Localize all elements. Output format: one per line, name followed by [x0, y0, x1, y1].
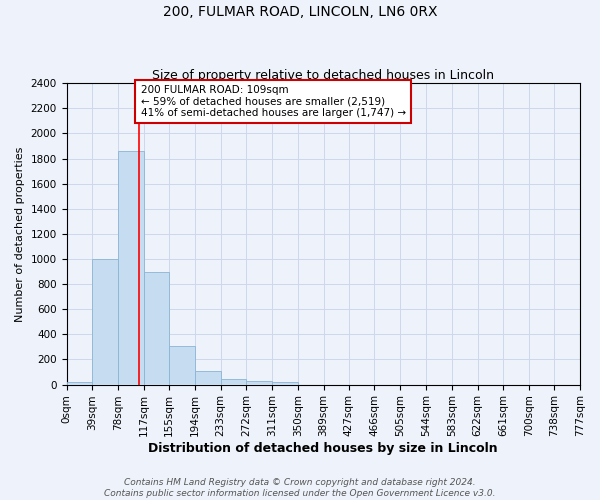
Bar: [67, 382, 92, 384]
Title: Size of property relative to detached houses in Lincoln: Size of property relative to detached ho…: [152, 69, 494, 82]
Bar: [144, 272, 169, 384]
Text: 200 FULMAR ROAD: 109sqm
← 59% of detached houses are smaller (2,519)
41% of semi: 200 FULMAR ROAD: 109sqm ← 59% of detache…: [140, 85, 406, 118]
Text: Contains HM Land Registry data © Crown copyright and database right 2024.
Contai: Contains HM Land Registry data © Crown c…: [104, 478, 496, 498]
Bar: [272, 382, 298, 384]
X-axis label: Distribution of detached houses by size in Lincoln: Distribution of detached houses by size …: [148, 442, 498, 455]
Bar: [169, 346, 195, 385]
Bar: [246, 381, 272, 384]
Bar: [118, 151, 144, 384]
Y-axis label: Number of detached properties: Number of detached properties: [15, 146, 25, 322]
Bar: [221, 379, 246, 384]
Text: 200, FULMAR ROAD, LINCOLN, LN6 0RX: 200, FULMAR ROAD, LINCOLN, LN6 0RX: [163, 5, 437, 19]
Bar: [195, 372, 221, 384]
Bar: [92, 259, 118, 384]
